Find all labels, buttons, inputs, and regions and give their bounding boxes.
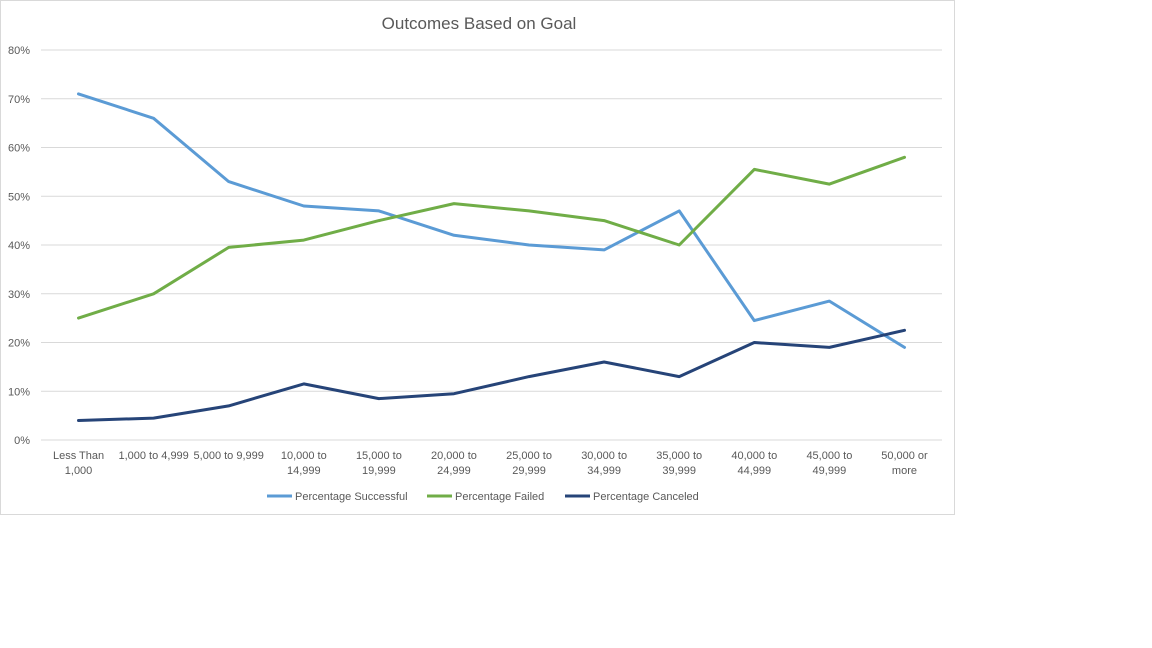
x-tick-label: 45,000 to 49,999	[806, 450, 852, 477]
line-chart: Outcomes Based on Goal 0% 10% 20% 30% 40% 50%…	[8, 14, 942, 503]
legend-item: Percentage Canceled	[565, 491, 699, 503]
y-tick-label: 10%	[8, 386, 30, 398]
chart-title: Outcomes Based on Goal	[382, 14, 577, 33]
series-line	[77, 92, 906, 349]
x-tick-label: Less Than 1,000	[53, 450, 104, 477]
legend-label: Percentage Failed	[455, 491, 544, 503]
legend-label: Percentage Canceled	[593, 491, 699, 503]
y-tick-label: 60%	[8, 143, 30, 155]
x-axis: Less Than 1,000 1,000 to 4,999 5,000 to 9,9…	[53, 450, 928, 477]
x-tick-label: 20,000 to 24,999	[431, 450, 477, 477]
gridlines	[41, 49, 942, 441]
legend-label: Percentage Successful	[295, 491, 408, 503]
series-line	[77, 155, 906, 320]
y-tick-label: 50%	[8, 191, 30, 203]
x-tick-label: 25,000 to 29,999	[506, 450, 552, 477]
legend: Percentage Successful Percentage Failed Pe…	[267, 491, 699, 503]
legend-item: Percentage Successful	[267, 491, 408, 503]
y-axis: 0% 10% 20% 30% 40% 50% 60% 70% 80%	[8, 45, 30, 447]
y-tick-label: 0%	[14, 435, 30, 447]
chart-frame: Outcomes Based on Goal 0% 10% 20% 30% 40% 50%…	[0, 0, 955, 515]
legend-item: Percentage Failed	[427, 491, 544, 503]
y-tick-label: 80%	[8, 45, 30, 57]
x-tick-label: 5,000 to 9,999	[194, 450, 264, 462]
y-tick-label: 30%	[8, 289, 30, 301]
x-tick-label: 40,000 to 44,999	[731, 450, 777, 477]
y-tick-label: 40%	[8, 240, 30, 252]
x-tick-label: 1,000 to 4,999	[118, 450, 188, 462]
x-tick-label: 50,000 or more	[881, 450, 928, 477]
y-tick-label: 20%	[8, 338, 30, 350]
x-tick-label: 10,000 to 14,999	[281, 450, 327, 477]
series-line	[77, 328, 906, 422]
x-tick-label: 30,000 to 34,999	[581, 450, 627, 477]
x-tick-label: 15,000 to 19,999	[356, 450, 402, 477]
y-tick-label: 70%	[8, 94, 30, 106]
x-tick-label: 35,000 to 39,999	[656, 450, 702, 477]
series-lines	[77, 92, 906, 422]
